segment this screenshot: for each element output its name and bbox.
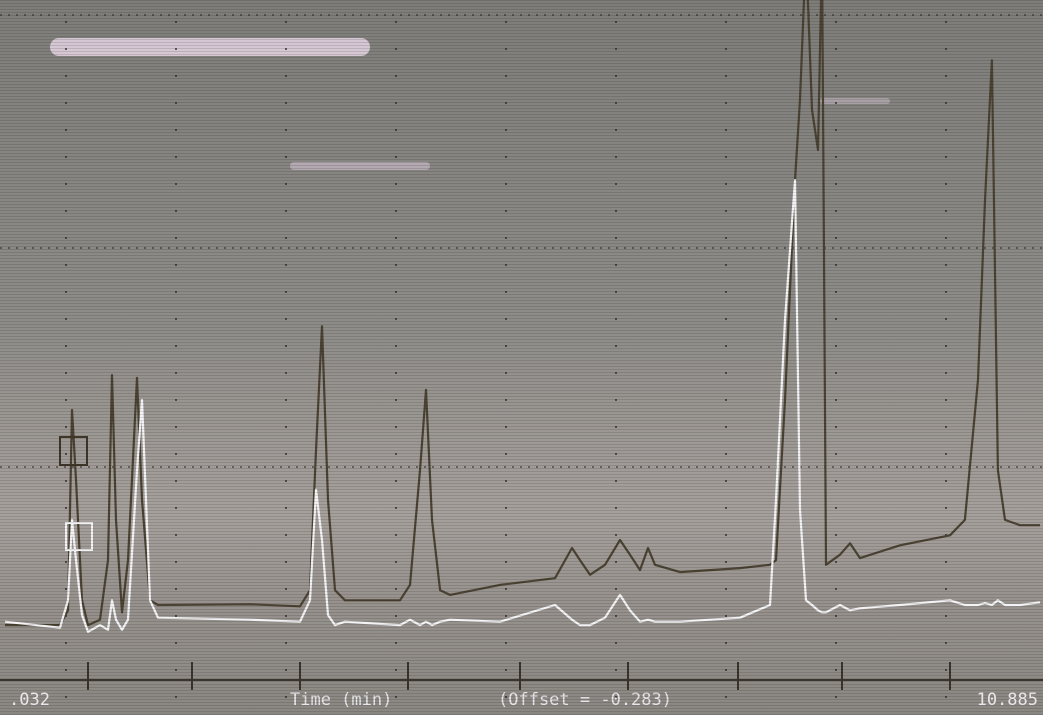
x-tick-label: 10.885 <box>977 690 1038 710</box>
x-axis-label: Time (min) <box>290 690 392 710</box>
annotation: (Offset = -0.283) <box>498 690 672 710</box>
x-tick-label: .032 <box>9 690 50 710</box>
